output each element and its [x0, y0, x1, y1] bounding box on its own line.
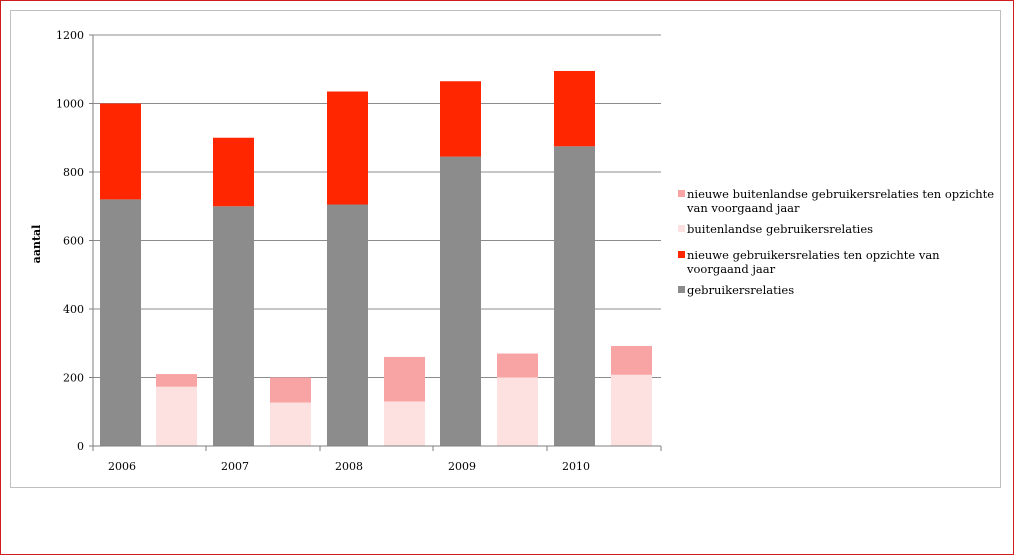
x-tick-label: 2008 [335, 460, 363, 473]
y-tick-label: 1200 [56, 29, 84, 42]
bar-binnenlands-new-2007 [213, 137, 254, 207]
legend-label: nieuwe gebruikersrelaties ten opzichte v… [687, 248, 940, 276]
chart-area [10, 10, 1001, 488]
bar-buitenlands-base-2007 [270, 402, 311, 446]
bar-buitenlands-base-2010 [611, 374, 652, 446]
bar-binnenlands-new-2009 [440, 81, 481, 157]
bars [100, 70, 652, 446]
bar-binnenlands-base-2009 [440, 156, 481, 446]
legend-item: nieuwe gebruikersrelaties ten opzichte v… [678, 248, 998, 276]
y-tick-label: 800 [63, 166, 84, 179]
bar-binnenlands-base-2008 [327, 204, 368, 446]
bar-buitenlands-base-2006 [156, 386, 197, 446]
y-axis-label: aantal [30, 225, 43, 264]
y-tick-label: 0 [77, 440, 84, 453]
x-tick-labels: 2006 2007 2008 2009 2010 [108, 460, 590, 473]
bar-binnenlands-new-2006 [100, 103, 141, 200]
legend-swatch [678, 190, 685, 197]
x-tick-label: 2007 [221, 460, 249, 473]
legend-swatch [678, 225, 685, 232]
bar-binnenlands-base-2006 [100, 199, 141, 446]
legend-label: nieuwe buitenlandse gebruikersrelaties t… [687, 187, 995, 215]
x-tick-label: 2006 [108, 460, 136, 473]
y-tick-labels: 0 200 400 600 800 1000 1200 [56, 29, 84, 453]
axes [89, 34, 662, 451]
legend-label: buitenlandse gebruikersrelaties [687, 222, 874, 236]
legend-item: nieuwe buitenlandse gebruikersrelaties t… [678, 187, 998, 215]
legend-item: gebruikersrelaties [678, 283, 998, 297]
y-tick-label: 200 [63, 372, 84, 385]
legend-swatch [678, 251, 685, 258]
bar-binnenlands-base-2007 [213, 206, 254, 446]
bar-buitenlands-new-2008 [384, 356, 425, 402]
y-tick-label: 400 [63, 303, 84, 316]
x-tick-label: 2010 [562, 460, 590, 473]
legend-swatch [678, 286, 685, 293]
bar-binnenlands-new-2008 [327, 91, 368, 205]
bar-buitenlands-new-2010 [611, 345, 652, 375]
y-tick-label: 600 [63, 235, 84, 248]
bar-buitenlands-new-2009 [497, 353, 538, 378]
legend-item: buitenlandse gebruikersrelaties [678, 222, 998, 236]
bar-buitenlands-base-2009 [497, 377, 538, 446]
bar-buitenlands-new-2006 [156, 374, 197, 387]
bar-buitenlands-base-2008 [384, 401, 425, 446]
x-tick-label: 2009 [448, 460, 476, 473]
bar-buitenlands-new-2007 [270, 377, 311, 403]
bar-binnenlands-new-2010 [554, 70, 595, 147]
legend: nieuwe buitenlandse gebruikersrelaties t… [678, 187, 998, 304]
y-tick-label: 1000 [56, 98, 84, 111]
legend-label: gebruikersrelaties [687, 283, 795, 297]
bar-binnenlands-base-2010 [554, 146, 595, 446]
